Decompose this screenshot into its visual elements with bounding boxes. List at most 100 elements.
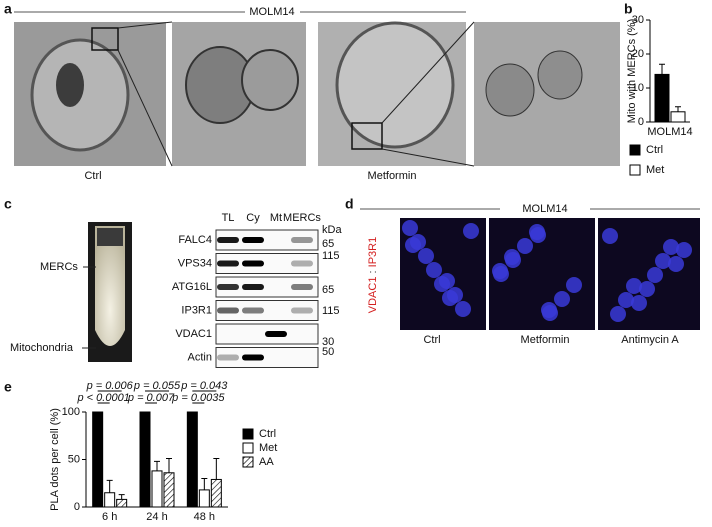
mw-marker: 65 (322, 238, 334, 250)
mw-marker: 65 (322, 284, 334, 296)
mw-marker: 30 (322, 336, 334, 348)
legend-label: Ctrl (646, 144, 663, 156)
band (265, 331, 287, 337)
nucleus (505, 252, 521, 268)
bar (654, 73, 670, 123)
p-value: p = 0.043 (180, 380, 228, 392)
bar (210, 478, 222, 508)
nucleus (631, 295, 647, 311)
stain-sep: : (367, 270, 379, 273)
p-value: p = 0.006 (86, 380, 134, 392)
protein-label: FALC4 (178, 234, 212, 246)
nucleus (434, 276, 450, 292)
nucleus (566, 277, 582, 293)
caption: Metformin (368, 170, 417, 182)
tube-image (88, 222, 132, 362)
lane-label: MERCs (283, 212, 321, 224)
p-value: p = 0.007 (127, 392, 175, 404)
nucleus (418, 248, 434, 264)
p-value: p = 0.055 (133, 380, 181, 392)
protein-label: IP3R1 (181, 304, 212, 316)
band (217, 260, 239, 267)
bar (92, 411, 104, 508)
legend-label: AA (259, 456, 274, 468)
panel-title: MOLM14 (522, 203, 567, 215)
lane-label: Mt (270, 212, 282, 224)
bar (139, 411, 151, 508)
band (291, 260, 313, 267)
panel-label: c (4, 196, 12, 212)
p-value: p < 0.0001 (77, 392, 130, 404)
protein-label: Actin (188, 351, 212, 363)
bar (116, 498, 128, 508)
nucleus (554, 291, 570, 307)
band (242, 284, 264, 290)
band (217, 284, 239, 290)
error-bar (213, 458, 220, 480)
protein-label: ATG16L (172, 281, 212, 293)
error-bar (166, 458, 172, 473)
stain: VDAC1 (367, 277, 379, 314)
blot-strip (215, 347, 319, 368)
nucleus (402, 220, 418, 236)
nucleus (493, 266, 509, 282)
panel-label: a (4, 1, 12, 17)
nucleus (676, 242, 692, 258)
mw-marker: 115 (322, 250, 340, 262)
nucleus (542, 305, 558, 321)
nucleus (668, 256, 684, 272)
legend-swatch (629, 164, 641, 176)
caption: Antimycin A (621, 334, 679, 346)
band (291, 284, 313, 290)
lane-label: Cy (246, 212, 260, 224)
bar (104, 492, 116, 508)
nucleus (618, 292, 634, 308)
panel-label: e (4, 379, 12, 395)
band (291, 237, 313, 243)
nucleus (610, 306, 626, 322)
bar (198, 489, 210, 508)
legend-label: Ctrl (259, 428, 276, 440)
error-bar (659, 63, 665, 75)
panel-label: d (345, 196, 354, 212)
nucleus (442, 290, 458, 306)
nucleus (626, 278, 642, 294)
blot-strip (215, 229, 319, 251)
nucleus (530, 227, 546, 243)
y-tick-label: 50 (68, 453, 80, 465)
legend-swatch (242, 456, 254, 468)
stain-label: VDAC1 : IP3R1 (367, 237, 379, 313)
y-tick-label: 0 (638, 116, 644, 128)
error-bar (201, 478, 208, 490)
bar (163, 472, 175, 508)
protein-label: VDAC1 (175, 328, 212, 340)
caption: Ctrl (423, 334, 440, 346)
error-bar (675, 106, 681, 112)
x-tick-label: 24 h (146, 511, 167, 522)
blot-strip (215, 253, 319, 274)
error-bar (118, 494, 125, 500)
band (217, 237, 239, 243)
blot-strip (215, 300, 319, 321)
nucleus (647, 267, 663, 283)
protein-label: VPS34 (178, 257, 212, 269)
legend-swatch (629, 144, 641, 156)
band (242, 307, 264, 314)
bar (151, 470, 163, 508)
legend-label: Met (259, 442, 277, 454)
band (242, 260, 264, 267)
band (242, 237, 264, 243)
em-images (14, 21, 620, 167)
mw-marker: 50 (322, 346, 334, 358)
caption: Ctrl (84, 170, 101, 182)
nucleus (655, 253, 671, 269)
band (217, 307, 239, 314)
fraction-label: Mitochondria (10, 342, 74, 354)
fraction-label: MERCs (40, 261, 78, 273)
nucleus (517, 238, 533, 254)
nucleus (463, 223, 479, 239)
y-tick-label: 20 (632, 48, 644, 60)
band (291, 307, 313, 314)
x-tick-label: 6 h (102, 511, 117, 522)
